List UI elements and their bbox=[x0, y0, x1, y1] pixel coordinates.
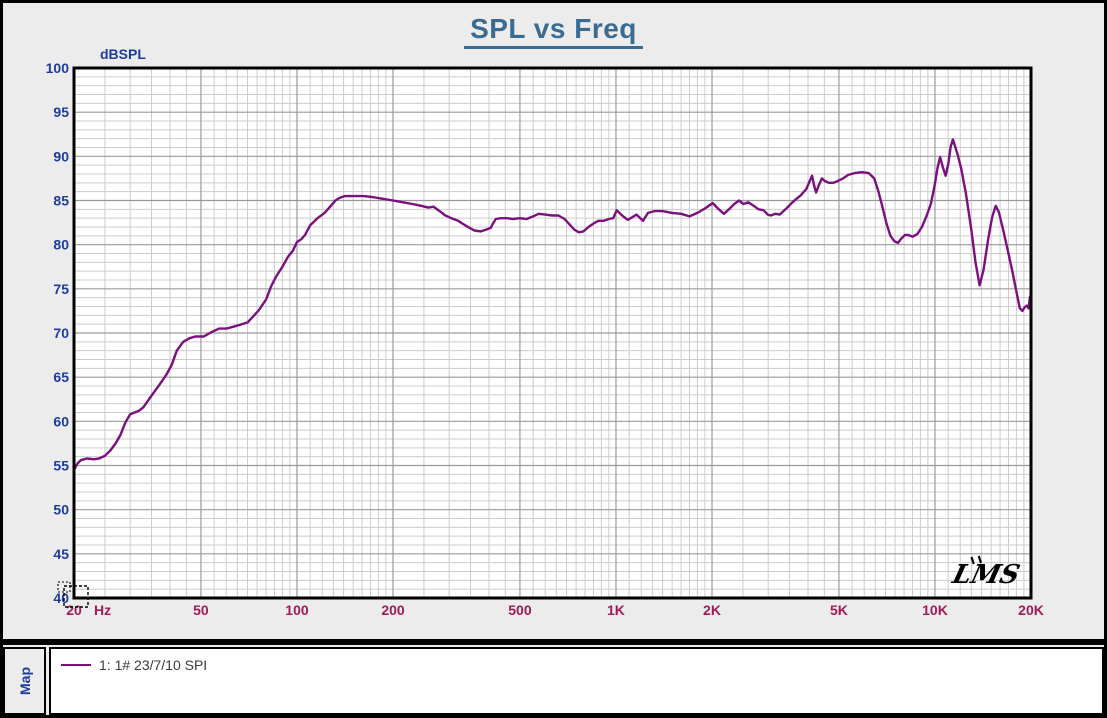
legend-item-label: 1: 1# 23/7/10 SPI bbox=[99, 657, 208, 673]
legend-line-swatch bbox=[61, 664, 91, 666]
y-tick-label: 65 bbox=[53, 369, 69, 385]
y-tick-label: 95 bbox=[53, 104, 69, 120]
chart-header: SPL vs Freq bbox=[3, 13, 1104, 49]
y-tick-label: 55 bbox=[53, 458, 69, 474]
legend-panel: 1: 1# 23/7/10 SPI bbox=[49, 647, 1104, 715]
pane-divider bbox=[3, 639, 1104, 645]
x-tick-label: 10K bbox=[922, 602, 948, 618]
x-tick-label: 2K bbox=[703, 602, 721, 618]
spl-curve bbox=[72, 138, 1033, 472]
cursor-marker[interactable] bbox=[63, 585, 89, 608]
chart-title: SPL vs Freq bbox=[464, 13, 643, 49]
lms-logo-accent-marks bbox=[970, 555, 982, 565]
x-tick-label: 50 bbox=[193, 602, 209, 618]
lms-logo-text: LMS bbox=[948, 559, 1022, 590]
y-tick-label: 85 bbox=[53, 193, 69, 209]
plot-border bbox=[72, 66, 1033, 600]
x-tick-label: 200 bbox=[381, 602, 405, 618]
map-pane-tab[interactable]: Map bbox=[3, 647, 46, 715]
y-tick-label: 100 bbox=[46, 60, 70, 76]
x-tick-label: 5K bbox=[830, 602, 848, 618]
cursor-marker-inner[interactable] bbox=[57, 581, 71, 593]
x-tick-label: 100 bbox=[285, 602, 309, 618]
x-tick-label: 500 bbox=[508, 602, 532, 618]
map-pane-label: Map bbox=[16, 667, 33, 695]
y-tick-label: 60 bbox=[53, 413, 69, 429]
x-tick-label: 20K bbox=[1018, 602, 1044, 618]
x-axis-unit-label: Hz bbox=[94, 602, 111, 618]
x-tick-label: 20 bbox=[66, 602, 82, 618]
y-tick-label: 90 bbox=[53, 148, 69, 164]
y-tick-label: 75 bbox=[53, 281, 69, 297]
legend-item[interactable]: 1: 1# 23/7/10 SPI bbox=[61, 657, 1102, 673]
y-tick-label: 50 bbox=[53, 502, 69, 518]
y-tick-label: 80 bbox=[53, 237, 69, 253]
y-tick-label: 70 bbox=[53, 325, 69, 341]
y-axis-title: dBSPL bbox=[100, 46, 146, 62]
lms-logo: LMS bbox=[948, 555, 1023, 590]
y-tick-label: 40 bbox=[53, 590, 69, 606]
x-tick-label: 1K bbox=[607, 602, 625, 618]
y-tick-label: 45 bbox=[53, 546, 69, 562]
